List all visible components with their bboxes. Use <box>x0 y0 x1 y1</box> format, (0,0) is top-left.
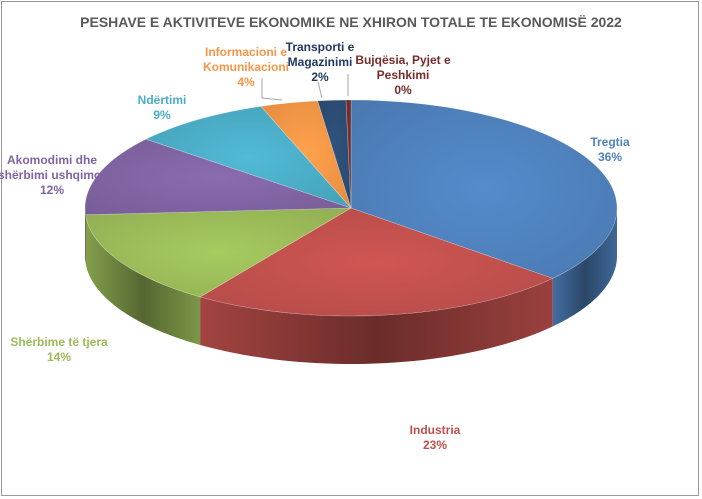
slice-category-label: Ndërtimi <box>138 93 187 107</box>
slice-category-label: Informacioni e <box>205 45 287 59</box>
leader-lines <box>261 74 349 101</box>
slice-category-label: Magazinimi <box>288 55 353 69</box>
slice-category-label: Akomodimi dhe <box>7 153 97 167</box>
pie-slice-1 <box>199 207 554 317</box>
slice-category-label: Bujqësia, Pyjet e <box>355 53 451 67</box>
slice-category-label: Tregtia <box>590 135 630 149</box>
pie-slice-5 <box>260 100 352 209</box>
slice-category-label: Transporti e <box>286 40 355 54</box>
chart-title: PESHAVE E AKTIVITEVE EKONOMIKE NE XHIRON… <box>80 14 622 30</box>
slice-category-label: Komunikacioni <box>203 60 289 74</box>
pie-slice-3 <box>84 138 352 216</box>
pie-slice-0 <box>350 99 618 279</box>
slice-value-label: 9% <box>153 108 171 122</box>
slice-category-label: shërbimi ushqimor <box>0 168 106 182</box>
pie-tops <box>84 99 618 317</box>
pie-side-2 <box>85 214 201 345</box>
slice-value-label: 4% <box>237 75 255 89</box>
leader-line-5 <box>261 78 283 101</box>
pie-slice-7 <box>345 99 352 209</box>
pie-side-3 <box>85 208 86 263</box>
pie-slice-4 <box>145 106 352 209</box>
slice-value-label: 14% <box>47 350 71 364</box>
pie-slice-6 <box>317 99 352 209</box>
slice-value-label: 12% <box>40 183 64 197</box>
slice-category-label: Peshkimi <box>377 68 430 82</box>
slice-category-label: Shërbime të tjera <box>10 335 108 349</box>
pie-side-1 <box>200 278 553 364</box>
slice-category-label: Industria <box>410 423 461 437</box>
leader-line-6 <box>317 81 323 99</box>
pie-slice-2 <box>85 207 353 298</box>
slice-value-label: 36% <box>598 150 622 164</box>
pie-side-0 <box>552 208 617 327</box>
slice-value-label: 0% <box>394 83 412 97</box>
slice-value-label: 2% <box>311 70 329 84</box>
pie-sides <box>85 208 617 364</box>
slice-value-label: 23% <box>423 438 447 452</box>
